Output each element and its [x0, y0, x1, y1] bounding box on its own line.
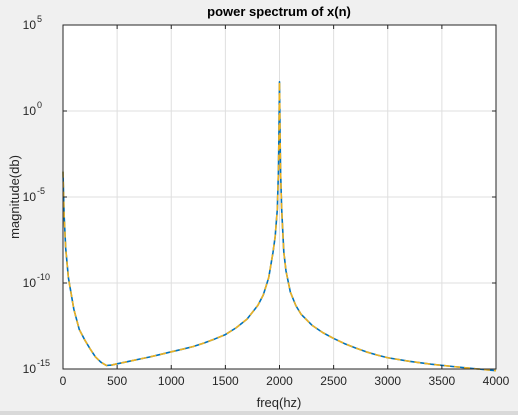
tick-marks — [62, 24, 497, 370]
y-tick-exponent: 5 — [37, 14, 42, 24]
y-axis-label: magnitude(db) — [7, 155, 22, 239]
series-layer — [62, 80, 497, 372]
x-axis-label: freq(hz) — [257, 395, 302, 410]
y-tick-base: 10 — [23, 190, 37, 204]
y-tick-exponent: -15 — [37, 358, 50, 368]
y-tick-base: 10 — [23, 362, 37, 376]
series-line-2 — [62, 80, 497, 372]
window-bottom-edge — [0, 411, 518, 415]
x-tick-label: 4000 — [483, 374, 510, 388]
x-tick-label: 500 — [107, 374, 127, 388]
y-tick-label: 10 5 — [23, 14, 42, 32]
y-tick-base: 10 — [23, 276, 37, 290]
chart-title: power spectrum of x(n) — [207, 4, 351, 19]
y-tick-label: 10 -10 — [23, 272, 50, 290]
y-tick-exponent: -10 — [37, 272, 50, 282]
x-tick-label: 3500 — [429, 374, 456, 388]
x-tick-label: 0 — [60, 374, 67, 388]
y-tick-base: 10 — [23, 18, 37, 32]
x-tick-label: 1500 — [212, 374, 239, 388]
x-tick-label: 2500 — [320, 374, 347, 388]
y-tick-label: 10 -5 — [23, 186, 45, 204]
x-tick-labels: 0 500 1000 1500 2000 2500 3000 3500 4000 — [60, 374, 510, 388]
y-tick-exponent: 0 — [37, 100, 42, 110]
y-tick-exponent: -5 — [37, 186, 45, 196]
y-tick-label: 10 -15 — [23, 358, 50, 376]
x-tick-label: 2000 — [266, 374, 293, 388]
x-tick-label: 3000 — [374, 374, 401, 388]
y-tick-label: 10 0 — [23, 100, 42, 118]
x-tick-label: 1000 — [158, 374, 185, 388]
y-tick-base: 10 — [23, 104, 37, 118]
